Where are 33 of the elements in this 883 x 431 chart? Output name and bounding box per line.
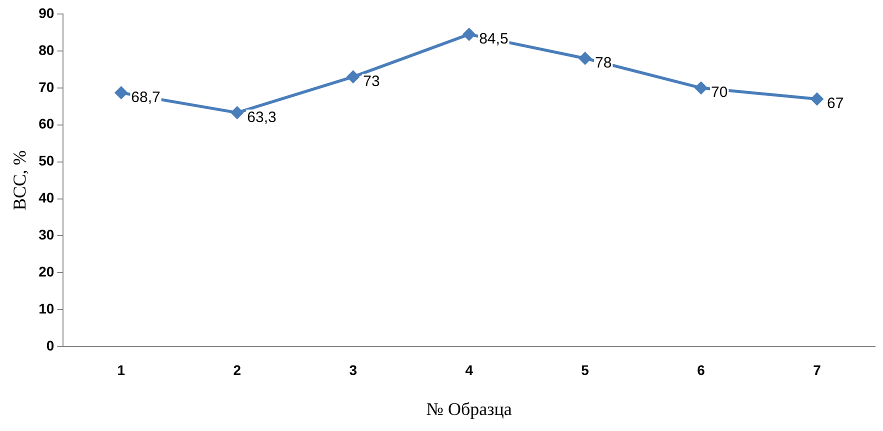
point (346, 70, 360, 84)
data-label: 78 (595, 54, 612, 72)
point (114, 86, 128, 100)
x-tick-label: 3 (349, 362, 358, 378)
data-label: 67 (827, 95, 844, 112)
y-tick-label: 60 (38, 116, 54, 132)
data-label: 84,5 (479, 30, 508, 48)
x-tick-label: 5 (581, 362, 590, 378)
x-axis-title: № Образца (426, 398, 512, 419)
y-tick-label: 90 (38, 4, 54, 21)
point (694, 81, 708, 94)
point (810, 92, 824, 106)
y-axis-title: ВСС, % (10, 150, 30, 210)
y-tick-label: 40 (38, 190, 54, 206)
y-tick-label: 70 (38, 78, 54, 95)
point (462, 28, 476, 41)
x-tick-label: 6 (697, 362, 706, 378)
data-label: 68,7 (131, 88, 160, 106)
data-label: 73 (363, 72, 380, 90)
y-tick-label: 30 (38, 226, 54, 243)
y-tick-label: 0 (46, 337, 54, 354)
y-tick-label: 10 (38, 300, 54, 317)
data-label: 63,3 (247, 108, 276, 126)
y-tick-label: 20 (38, 264, 54, 280)
y-tick-label: 50 (38, 152, 54, 169)
x-tick-label: 7 (813, 362, 822, 378)
x-tick-label: 4 (465, 362, 474, 378)
y-tick-label: 80 (38, 42, 54, 58)
point (578, 52, 592, 65)
x-tick-label: 1 (117, 362, 126, 378)
x-tick-label: 2 (233, 362, 242, 378)
point (230, 106, 244, 120)
data-label: 70 (711, 84, 728, 102)
